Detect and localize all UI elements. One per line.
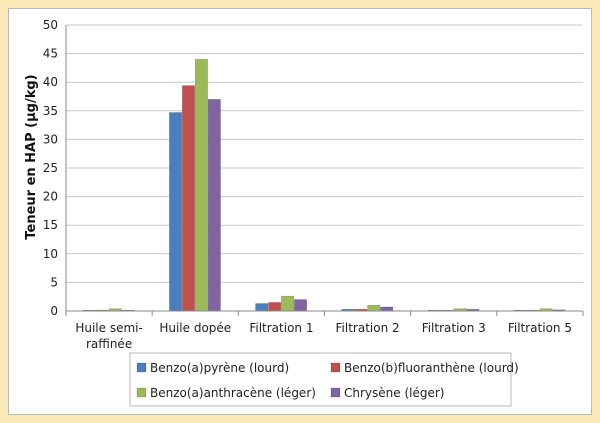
y-tick-label: 20 [43,190,58,204]
bar-2-3 [367,304,381,312]
bars [82,59,566,312]
x-category-label: Huile dopée [159,321,231,335]
x-category-label: Filtration 1 [249,321,313,335]
y-tick-label: 40 [43,75,58,89]
y-tick-label: 35 [43,104,58,118]
y-tick-label: 10 [43,247,58,261]
y-tick-label: 15 [43,218,58,232]
chart-area: 0 5 10 15 20 25 30 35 40 45 50 Huile semi-raffinée… [8,8,592,415]
gridlines [66,24,583,283]
y-axis-title: Teneur en HAP (µg/kg) [24,74,39,239]
y-tick-label: 25 [43,161,58,175]
x-category-labels: Huile semi-raffinée Huile dopée Filtration… [75,321,572,351]
legend-label: Benzo(b)fluoranthène (lourd) [344,361,519,375]
legend: Benzo(a)pyrène (lourd) Benzo(b)fluoranthè… [129,352,519,407]
legend-swatch [330,387,341,398]
x-category-label: raffinée [86,337,132,351]
x-category-label: Filtration 5 [508,321,572,335]
legend-label: Benzo(a)anthracène (léger) [150,386,316,400]
bar-chart: 0 5 10 15 20 25 30 35 40 45 50 Huile semi-raffinée… [24,18,584,407]
legend-swatch [136,387,147,398]
bar-3-3 [380,306,394,312]
y-tick-label: 5 [50,275,58,289]
bar-0-2 [255,303,269,312]
bar-1-1 [182,85,195,312]
y-tick-labels: 0 5 10 15 20 25 30 35 40 45 50 [43,18,58,318]
y-tick-label: 0 [50,304,58,318]
bar-3-2 [294,299,307,312]
y-tick-label: 45 [43,47,58,61]
x-category-label: Filtration 2 [336,321,400,335]
bar-1-2 [268,302,282,312]
legend-swatch [330,362,341,373]
legend-label: Chrysène (léger) [344,386,444,400]
x-category-label: Filtration 3 [422,321,486,335]
legend-swatch [136,362,147,373]
y-tick-label: 50 [43,18,58,32]
bar-3-1 [207,99,221,312]
bar-0-1 [169,112,183,312]
x-category-label: Huile semi- [75,321,142,335]
axes [65,25,584,316]
bar-2-1 [194,59,208,312]
y-tick-label: 30 [43,132,58,146]
bar-2-2 [281,295,295,312]
legend-box [129,352,512,407]
legend-label: Benzo(a)pyrène (lourd) [150,361,289,375]
